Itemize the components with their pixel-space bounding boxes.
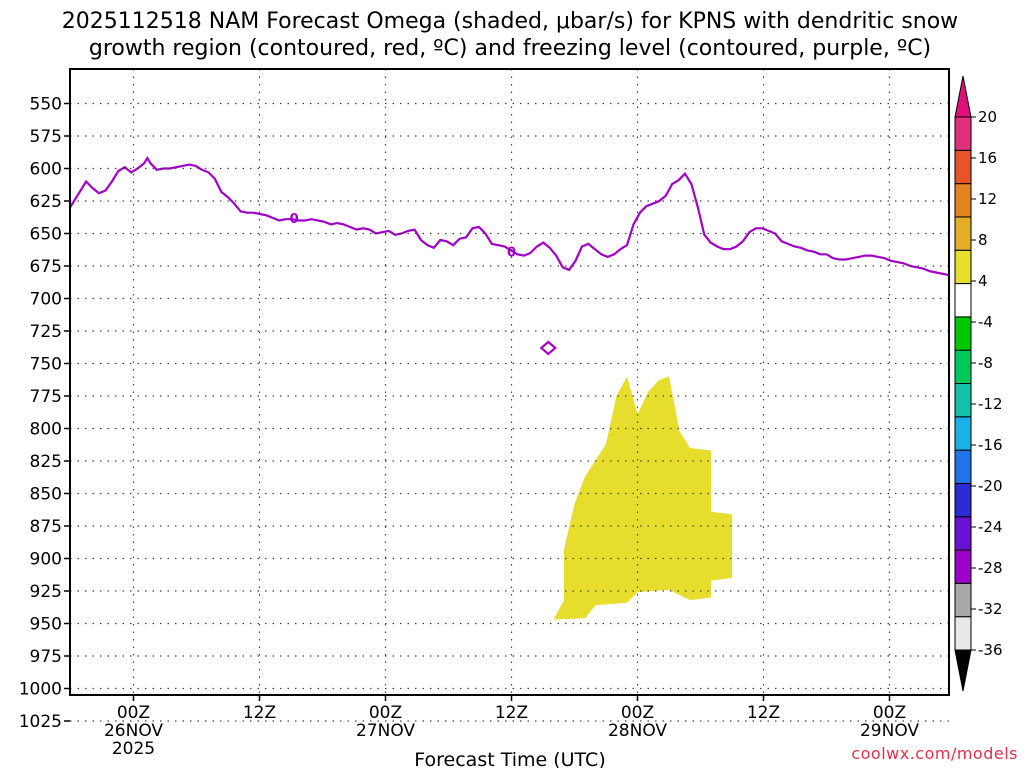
y-tick-label: 625 <box>30 192 62 212</box>
chart-title-line-1: 2025112518 NAM Forecast Omega (shaded, μ… <box>62 9 958 34</box>
y-tick-label: 950 <box>30 615 62 635</box>
plot-frame <box>69 68 950 696</box>
x-tick-label: 28NOV <box>608 721 667 741</box>
x-tick-label: 00Z <box>873 703 906 723</box>
colorbar-segment <box>954 183 972 218</box>
colorbar-segment <box>954 249 972 285</box>
colorbar-label: 4 <box>978 272 988 290</box>
x-tick-label: 00Z <box>621 703 654 723</box>
y-tick-label: 725 <box>30 322 62 342</box>
colorbar-segment <box>954 482 972 518</box>
colorbar-segment <box>954 549 972 584</box>
freezing-level-small-contour <box>539 340 557 356</box>
colorbar-segment <box>954 116 972 151</box>
x-tick-label: 00Z <box>369 703 402 723</box>
colorbar-label: -4 <box>978 313 993 331</box>
colorbar-segment <box>954 516 972 551</box>
chart-title-line-2: growth region (contoured, red, ºC) and f… <box>89 36 931 61</box>
x-tick-label: 12Z <box>495 703 528 723</box>
colorbar-segment <box>954 216 972 251</box>
colorbar-segment <box>954 416 972 451</box>
colorbar-label: 16 <box>978 149 997 167</box>
y-tick-label: 600 <box>30 160 62 180</box>
colorbar: 20 16 12 8 4 -4 -8 -12 -16 -20 -24 -28 -32 -36 <box>954 75 1003 692</box>
colorbar-segment <box>954 283 972 318</box>
x-tick-label: 2025 <box>112 739 155 759</box>
y-tick-label: 1000 <box>19 680 62 700</box>
y-tick-label: 975 <box>30 647 62 667</box>
colorbar-label: 12 <box>978 190 997 208</box>
y-tick-label: 900 <box>30 550 62 570</box>
colorbar-label: -8 <box>978 354 993 372</box>
x-tick-label: 12Z <box>747 703 780 723</box>
colorbar-segment <box>954 616 972 651</box>
plot-area: 00 <box>70 156 949 620</box>
colorbar-label: 8 <box>978 231 988 249</box>
colorbar-label: -12 <box>978 395 1003 413</box>
colorbar-label: -32 <box>978 600 1003 618</box>
y-tick-label: 750 <box>30 355 62 375</box>
colorbar-segment <box>954 316 972 351</box>
y-tick-label: 850 <box>30 485 62 505</box>
y-tick-label: 650 <box>30 225 62 245</box>
y-tick-label: 775 <box>30 387 62 407</box>
x-axis-label: Forecast Time (UTC) <box>414 749 605 768</box>
y-tick-label: 875 <box>30 517 62 537</box>
y-tick-label: 1025 <box>19 712 62 732</box>
colorbar-segment <box>954 383 972 418</box>
y-tick-label: 575 <box>30 127 62 147</box>
colorbar-segment <box>954 149 972 185</box>
freezing-level-label: 0 <box>290 212 299 227</box>
colorbar-label: 20 <box>978 108 997 126</box>
colorbar-label: -36 <box>978 641 1003 659</box>
freezing-level-label: 0 <box>507 246 516 261</box>
y-tick-label: 925 <box>30 582 62 602</box>
omega-region-1 <box>553 376 732 620</box>
y-tick-label: 800 <box>30 420 62 440</box>
colorbar-segment <box>954 349 972 384</box>
y-tick-label: 550 <box>30 95 62 115</box>
colorbar-label: -28 <box>978 559 1003 577</box>
colorbar-under-arrow <box>954 649 972 692</box>
y-tick-label: 675 <box>30 257 62 277</box>
colorbar-label: -20 <box>978 477 1003 495</box>
colorbar-segment <box>954 449 972 484</box>
y-tick-label: 700 <box>30 290 62 310</box>
credit-text: coolwx.com/models <box>851 744 1018 763</box>
y-tick-label: 825 <box>30 452 62 472</box>
grid-lines <box>70 69 949 722</box>
colorbar-label: -24 <box>978 518 1003 536</box>
y-axis: 550 575 600 625 650 675 700 725 750 775 800 825 850 8… <box>19 95 70 732</box>
colorbar-label: -16 <box>978 436 1003 454</box>
freezing-level-contour <box>70 156 949 277</box>
x-tick-label: 27NOV <box>356 721 415 741</box>
x-tick-label: 12Z <box>243 703 276 723</box>
colorbar-segment <box>954 582 972 618</box>
colorbar-over-arrow <box>954 75 972 118</box>
x-tick-label: 00Z <box>117 703 150 723</box>
x-tick-label: 29NOV <box>860 721 919 741</box>
x-tick-label: 26NOV <box>104 721 163 741</box>
